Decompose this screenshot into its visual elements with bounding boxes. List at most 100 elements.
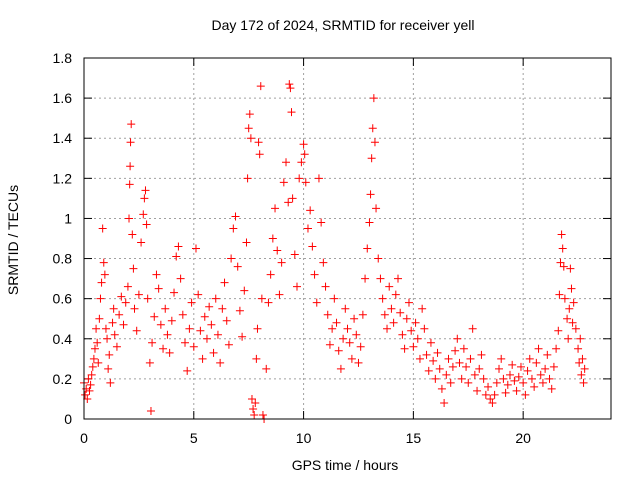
data-point — [86, 380, 95, 389]
data-point — [130, 304, 139, 313]
data-point — [486, 394, 495, 403]
data-point — [181, 338, 190, 347]
data-point — [497, 354, 506, 363]
data-point — [245, 110, 254, 119]
data-point — [137, 238, 146, 247]
data-point — [521, 390, 530, 399]
data-point — [468, 324, 477, 333]
data-point — [407, 326, 416, 335]
data-point — [273, 246, 282, 255]
data-point — [141, 186, 150, 195]
data-point — [200, 312, 209, 321]
data-point — [187, 298, 196, 307]
data-point — [126, 162, 135, 171]
data-point — [159, 344, 168, 353]
data-point — [350, 314, 359, 323]
data-point — [554, 326, 563, 335]
data-point — [148, 338, 157, 347]
axis-ticks: 0 0.2 0.4 0.6 0.8 1 1.2 1.4 1.6 1.8 0 5 10 15 20 — [53, 50, 611, 446]
data-point — [101, 324, 110, 333]
data-point — [176, 274, 185, 283]
data-point — [117, 292, 126, 301]
data-point — [235, 306, 244, 315]
data-point — [183, 366, 192, 375]
data-point — [282, 158, 291, 167]
data-point — [310, 270, 319, 279]
data-point — [292, 282, 301, 291]
data-point — [451, 346, 460, 355]
data-point — [332, 318, 341, 327]
data-point — [347, 354, 356, 363]
data-point — [376, 274, 385, 283]
data-point — [575, 358, 584, 367]
data-point — [287, 108, 296, 117]
data-point — [229, 224, 238, 233]
data-point — [527, 374, 536, 383]
data-point — [257, 294, 266, 303]
data-point — [383, 324, 392, 333]
data-point — [243, 174, 252, 183]
data-point — [297, 158, 306, 167]
data-point — [145, 358, 154, 367]
data-point — [123, 282, 132, 291]
data-points — [80, 80, 589, 423]
data-point — [103, 334, 112, 343]
data-point — [462, 362, 471, 371]
y-tick-label: 0 — [64, 411, 72, 427]
data-point — [495, 364, 504, 373]
data-point — [345, 338, 354, 347]
data-point — [391, 290, 400, 299]
data-point — [409, 342, 418, 351]
data-point — [420, 324, 429, 333]
data-point — [202, 334, 211, 343]
data-point — [100, 270, 109, 279]
data-point — [258, 410, 267, 419]
data-point — [271, 204, 280, 213]
data-point — [503, 380, 512, 389]
data-point — [556, 258, 565, 267]
data-point — [125, 214, 134, 223]
data-point — [90, 344, 99, 353]
data-point — [429, 356, 438, 365]
data-point — [363, 244, 372, 253]
data-point — [370, 138, 379, 147]
data-point — [440, 398, 449, 407]
data-point — [167, 316, 176, 325]
data-point — [398, 330, 407, 339]
data-point — [286, 84, 295, 93]
data-point — [284, 198, 293, 207]
data-point — [354, 358, 363, 367]
data-point — [99, 258, 108, 267]
data-point — [475, 364, 484, 373]
data-point — [109, 304, 118, 313]
data-point — [580, 364, 589, 373]
data-point — [341, 304, 350, 313]
data-point — [356, 342, 365, 351]
data-point — [549, 362, 558, 371]
data-point — [93, 338, 102, 347]
data-point — [303, 224, 312, 233]
data-point — [89, 354, 98, 363]
data-point — [170, 288, 179, 297]
data-point — [104, 364, 113, 373]
data-point — [246, 134, 255, 143]
data-point — [339, 334, 348, 343]
data-point — [453, 334, 462, 343]
data-point — [189, 342, 198, 351]
data-point — [568, 318, 577, 327]
data-point — [466, 354, 475, 363]
data-point — [442, 370, 451, 379]
data-point — [308, 242, 317, 251]
data-point — [323, 310, 332, 319]
x-tick-label: 10 — [296, 430, 312, 446]
data-point — [369, 94, 378, 103]
data-point — [499, 374, 508, 383]
data-point — [250, 410, 259, 419]
data-point — [92, 324, 101, 333]
data-point — [525, 354, 534, 363]
data-point — [577, 370, 586, 379]
data-point — [290, 250, 299, 259]
data-point — [132, 326, 141, 335]
data-point — [413, 334, 422, 343]
data-point — [300, 150, 309, 159]
